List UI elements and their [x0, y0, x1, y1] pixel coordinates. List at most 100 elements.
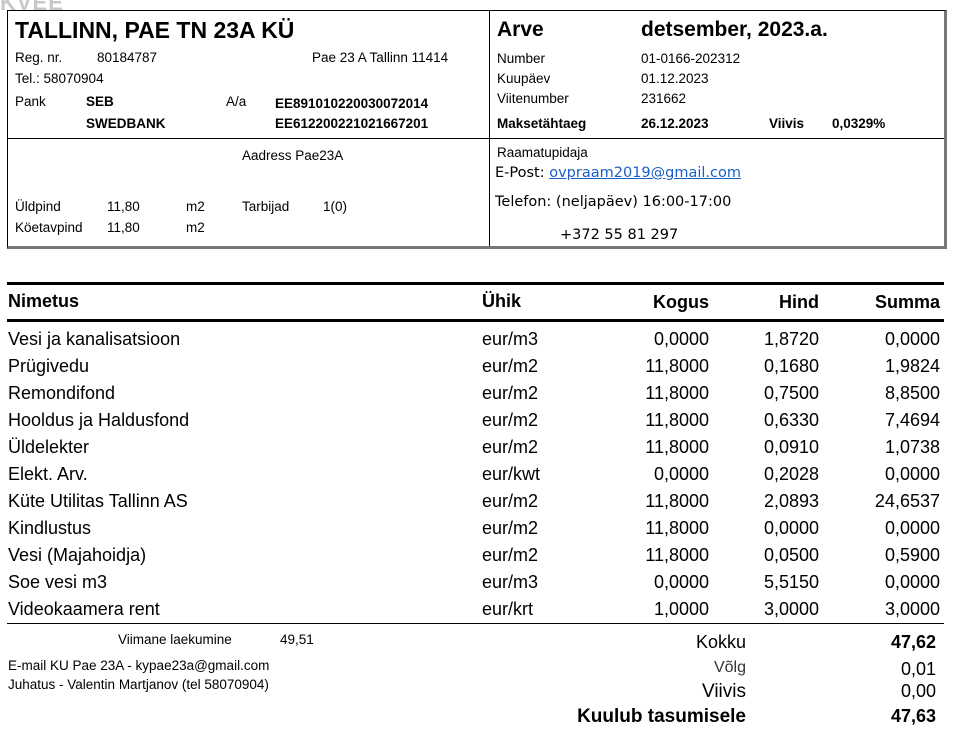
heated-label: Köetavpind: [15, 220, 83, 235]
cell-unit: eur/kwt: [482, 464, 541, 484]
penalty-total-value: 0,00: [900, 681, 936, 701]
heated-value: 11,80: [107, 220, 140, 235]
heated-unit: m2: [186, 220, 205, 235]
phone-hours: Telefon: (neljapäev) 16:00-17:00: [495, 194, 732, 210]
total-label: Kokku: [695, 632, 746, 652]
cell-name: Hooldus ja Haldusfond: [8, 410, 190, 430]
last-payment-value: 49,51: [280, 632, 314, 647]
cell-sum: 24,6537: [874, 491, 940, 511]
company-tel: Tel.: 58070904: [15, 71, 104, 86]
table-top-rule: [7, 282, 944, 285]
cell-price: 0,0910: [763, 437, 819, 457]
cell-price: 5,5150: [763, 572, 819, 592]
accountant-label: Raamatupidaja: [497, 145, 588, 160]
amount-due-value: 47,63: [890, 706, 936, 726]
col-header-summa: Summa: [874, 292, 940, 312]
cell-sum: 8,8500: [884, 383, 940, 403]
cell-sum: 0,0000: [884, 464, 940, 484]
phone-number: +372 55 81 297: [560, 227, 679, 243]
cell-quantity: 11,8000: [645, 356, 709, 376]
penalty-label: Viivis: [769, 116, 805, 131]
amount-due-label: Kuulub tasumisele: [577, 706, 746, 727]
total-value: 47,62: [890, 632, 936, 652]
table-header-rule: [7, 319, 944, 322]
cell-unit: eur/m2: [482, 383, 539, 403]
area-unit: m2: [186, 199, 205, 214]
cell-quantity: 11,8000: [645, 491, 709, 511]
cell-sum: 3,0000: [884, 599, 940, 619]
cell-quantity: 11,8000: [645, 383, 709, 403]
bank-account: EE612200221021667201: [275, 116, 429, 131]
last-payment-label: Viimane laekumine: [118, 632, 232, 647]
bank-name: SWEDBANK: [86, 116, 166, 131]
cell-name: Küte Utilitas Tallinn AS: [8, 491, 188, 511]
due-value: 26.12.2023: [641, 116, 709, 131]
ref-label: Viitenumber: [497, 91, 569, 106]
cell-name: Prügivedu: [8, 356, 90, 376]
bank-name: SEB: [86, 94, 114, 109]
email-line: E-mail KU Pae 23A - kypae23a@gmail.com: [8, 658, 270, 673]
cell-unit: eur/m2: [482, 518, 539, 538]
col-header-hind: Hind: [779, 292, 819, 312]
cell-sum: 1,9824: [884, 356, 940, 376]
penalty-value: 0,0329%: [832, 116, 886, 131]
cell-unit: eur/m3: [482, 572, 539, 592]
area-label: Üldpind: [15, 199, 61, 214]
invoice-title: Arve: [497, 18, 544, 41]
cell-price: 0,0000: [763, 518, 819, 538]
cell-unit: eur/m2: [482, 491, 539, 511]
cell-unit: eur/m2: [482, 545, 539, 565]
col-header-kogus: Kogus: [653, 292, 709, 312]
company-address: Pae 23 A Tallinn 11414: [312, 50, 449, 65]
cell-name: Elekt. Arv.: [8, 464, 88, 484]
email-label: E-Post:: [495, 165, 545, 181]
area-value: 11,80: [107, 199, 140, 214]
divider: [7, 138, 944, 139]
cell-quantity: 11,8000: [645, 545, 709, 565]
cell-name: Üldelekter: [8, 437, 90, 457]
reg-value: 80184787: [97, 50, 158, 65]
cell-price: 0,2028: [763, 464, 819, 484]
aa-label: A/a: [226, 94, 247, 109]
table-bottom-rule: [7, 623, 944, 624]
due-label: Maksetähtaeg: [497, 116, 587, 131]
cell-sum: 0,0000: [884, 572, 940, 592]
cell-price: 0,7500: [763, 383, 819, 403]
cell-quantity: 11,8000: [645, 437, 709, 457]
cell-name: Videokaamera rent: [8, 599, 160, 619]
property-address: Aadress Pae23A: [242, 148, 344, 163]
cell-quantity: 1,0000: [653, 599, 709, 619]
cell-name: Vesi ja kanalisatsioon: [8, 329, 181, 349]
number-value: 01-0166-202312: [641, 51, 741, 66]
cell-price: 1,8720: [763, 329, 819, 349]
reg-label: Reg. nr.: [15, 50, 63, 65]
board-line: Juhatus - Valentin Martjanov (tel 580709…: [8, 677, 269, 692]
accountant-email-link[interactable]: ovpraam2019@gmail.com: [549, 165, 741, 181]
cell-sum: 0,5900: [884, 545, 940, 565]
cell-price: 0,1680: [763, 356, 819, 376]
cell-unit: eur/m2: [482, 437, 539, 457]
debt-value: 0,01: [900, 659, 936, 679]
cell-price: 3,0000: [763, 599, 819, 619]
cell-sum: 1,0738: [884, 437, 940, 457]
ref-value: 231662: [641, 91, 687, 106]
consumers-label: Tarbijad: [242, 199, 290, 214]
divider: [489, 10, 490, 246]
cell-name: Remondifond: [8, 383, 116, 403]
cell-price: 0,6330: [763, 410, 819, 430]
col-header-nimetus: Nimetus: [8, 291, 80, 311]
header-box: [7, 10, 947, 249]
cell-price: 0,0500: [763, 545, 819, 565]
cell-price: 2,0893: [763, 491, 819, 511]
number-label: Number: [497, 51, 546, 66]
bank-label: Pank: [15, 94, 46, 109]
cell-unit: eur/m2: [482, 410, 539, 430]
cell-name: Soe vesi m3: [8, 572, 108, 592]
debt-label: Võlg: [713, 659, 746, 676]
cell-quantity: 11,8000: [645, 410, 709, 430]
cell-quantity: 0,0000: [653, 464, 709, 484]
cell-unit: eur/krt: [482, 599, 534, 619]
cell-quantity: 0,0000: [653, 572, 709, 592]
cell-sum: 7,4694: [884, 410, 940, 430]
